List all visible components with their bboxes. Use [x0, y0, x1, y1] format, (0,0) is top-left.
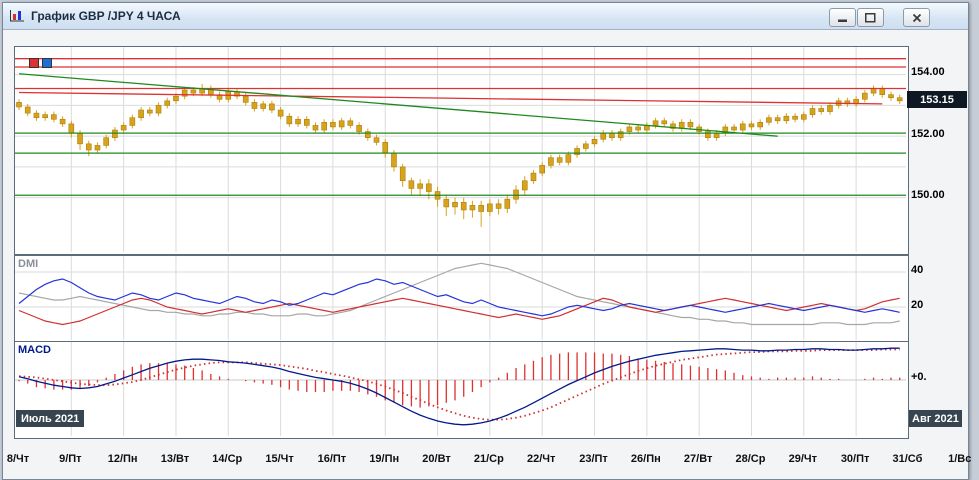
- price-axis-tick: 154.00: [911, 66, 945, 78]
- macd-panel-label: MACD: [18, 344, 51, 356]
- x-axis-label: 29/Чт: [788, 453, 818, 465]
- x-axis-label: 20/Вт: [422, 453, 451, 465]
- x-axis-label: 23/Пт: [579, 453, 608, 465]
- macd-indicator-panel[interactable]: [14, 341, 909, 439]
- x-axis-label: 28/Ср: [735, 453, 766, 465]
- app-icon-glyph: [10, 10, 24, 22]
- current-price-badge: 153.15: [907, 91, 967, 108]
- minimize-button[interactable]: [829, 8, 856, 27]
- x-axis-label: 12/Пн: [107, 453, 138, 465]
- x-axis-label: 1/Вс: [948, 453, 972, 465]
- dmi-axis-tick: 20: [911, 299, 924, 311]
- x-axis-label: 30/Пт: [840, 453, 870, 465]
- blue-square-marker[interactable]: [42, 58, 52, 68]
- macd-axis-zero-tick: +0.: [911, 371, 927, 383]
- title-bar[interactable]: График GBP /JPY 4 ЧАСА: [3, 3, 968, 30]
- x-axis-label: 27/Вт: [683, 453, 713, 465]
- close-icon: [912, 13, 921, 22]
- month-badge-july: Июль 2021: [16, 410, 85, 427]
- x-axis-label: 22/Чт: [526, 453, 556, 465]
- x-axis-label: 8/Чт: [6, 453, 30, 465]
- date-axis: 8/Чт 9/Пт 12/Пн 13/Вт 14/Ср 15/Чт 16/Пт 19/Пн 20…: [3, 451, 972, 469]
- maximize-button[interactable]: [857, 8, 884, 27]
- x-axis-label: 15/Чт: [265, 453, 294, 465]
- x-axis-label: 31/Сб: [892, 453, 923, 465]
- x-axis-label: 9/Пт: [59, 453, 82, 465]
- price-chart-panel[interactable]: [14, 46, 909, 255]
- x-axis-label: 14/Ср: [212, 453, 243, 465]
- window-title: График GBP /JPY 4 ЧАСА: [31, 9, 181, 23]
- candlestick-chart[interactable]: [15, 47, 906, 252]
- close-button[interactable]: [903, 8, 930, 27]
- price-axis-tick: 150.00: [911, 189, 945, 201]
- dmi-chart[interactable]: [15, 256, 906, 340]
- x-axis-label: 13/Вт: [160, 453, 190, 465]
- red-square-marker[interactable]: [29, 58, 39, 68]
- x-axis-label: 26/Пн: [630, 453, 661, 465]
- x-axis-label: 21/Ср: [473, 453, 504, 465]
- dmi-panel-label: DMI: [18, 258, 39, 270]
- app-icon[interactable]: [9, 9, 25, 23]
- price-axis-tick: 152.00: [911, 128, 945, 140]
- dmi-axis-tick: 40: [911, 264, 924, 276]
- month-badge-august: Авг 2021: [909, 410, 962, 427]
- dmi-indicator-panel[interactable]: [14, 255, 909, 343]
- minimize-icon: [837, 19, 847, 22]
- x-axis-label: 16/Пт: [317, 453, 347, 465]
- maximize-icon: [865, 12, 876, 22]
- x-axis-label: 19/Пн: [369, 453, 400, 465]
- macd-chart[interactable]: [15, 342, 906, 436]
